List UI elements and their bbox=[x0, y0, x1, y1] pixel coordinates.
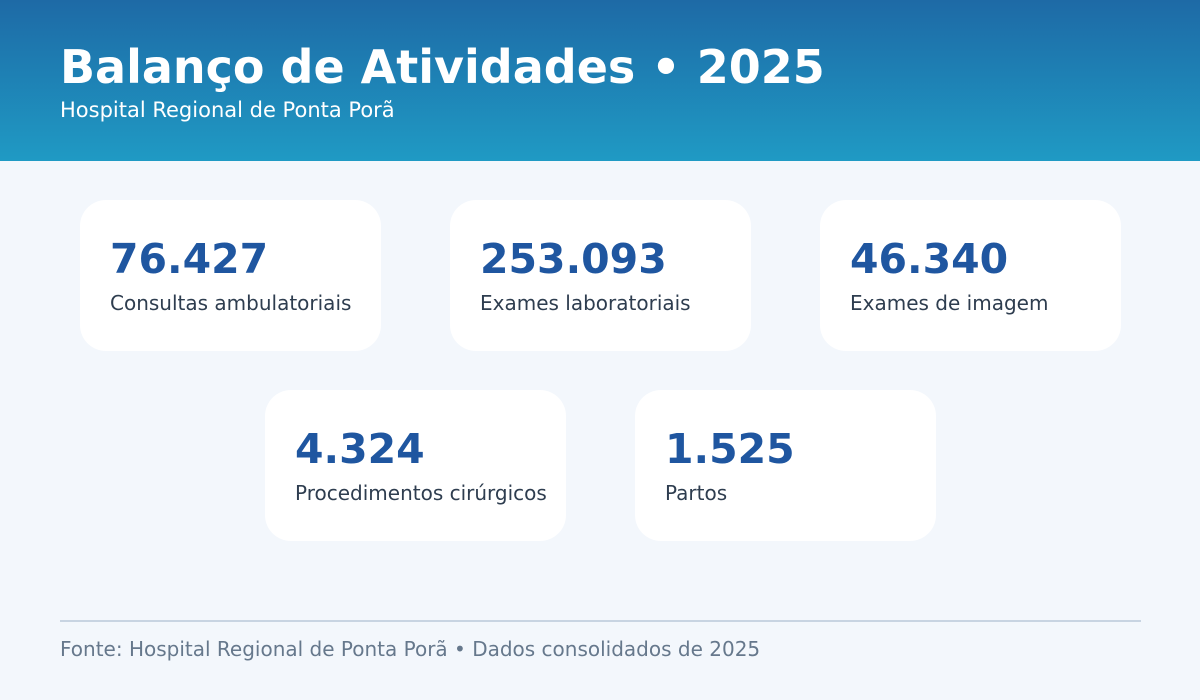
stat-card-exames-laboratoriais: 253.093 Exames laboratoriais bbox=[450, 200, 751, 351]
stat-label: Exames laboratoriais bbox=[480, 291, 691, 315]
stat-card-partos: 1.525 Partos bbox=[635, 390, 936, 541]
footer-divider bbox=[60, 620, 1141, 622]
stat-value: 46.340 bbox=[850, 235, 1009, 283]
stat-value: 4.324 bbox=[295, 425, 425, 473]
footer-source: Fonte: Hospital Regional de Ponta Porã •… bbox=[60, 637, 761, 661]
stat-card-exames-imagem: 46.340 Exames de imagem bbox=[820, 200, 1121, 351]
stat-label: Procedimentos cirúrgicos bbox=[295, 481, 547, 505]
stat-value: 253.093 bbox=[480, 235, 667, 283]
page-subtitle: Hospital Regional de Ponta Porã bbox=[60, 98, 395, 122]
stat-card-procedimentos: 4.324 Procedimentos cirúrgicos bbox=[265, 390, 566, 541]
page-title: Balanço de Atividades • 2025 bbox=[60, 40, 825, 94]
stat-label: Partos bbox=[665, 481, 728, 505]
header-banner: Balanço de Atividades • 2025 Hospital Re… bbox=[0, 0, 1200, 161]
stat-card-consultas: 76.427 Consultas ambulatoriais bbox=[80, 200, 381, 351]
stat-label: Consultas ambulatoriais bbox=[110, 291, 352, 315]
stat-value: 76.427 bbox=[110, 235, 269, 283]
stat-value: 1.525 bbox=[665, 425, 795, 473]
stat-label: Exames de imagem bbox=[850, 291, 1049, 315]
